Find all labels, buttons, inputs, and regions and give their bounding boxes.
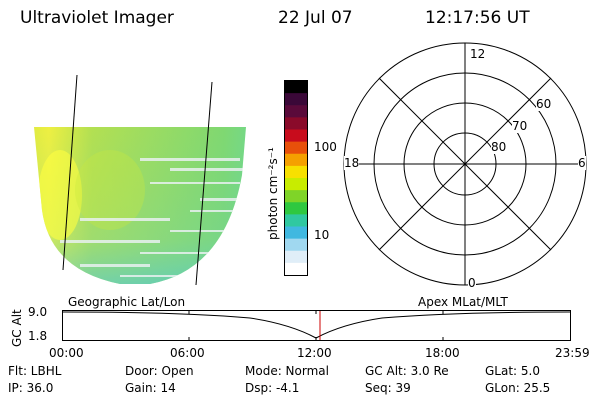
info-seq: Seq: 39 (365, 381, 411, 395)
info-filter: Flt: LBHL (8, 364, 62, 378)
colorbar-cell (285, 129, 307, 143)
colorbar-unit-label: photon cm⁻²s⁻¹ (266, 147, 280, 240)
info-ip: IP: 36.0 (8, 381, 54, 395)
colorbar-cell (285, 202, 307, 215)
colorbar-cell (285, 178, 307, 191)
info-gain: Gain: 14 (125, 381, 176, 395)
info-mode: Mode: Normal (245, 364, 329, 378)
mlat-label-80: 80 (491, 140, 507, 154)
geographic-image (34, 74, 246, 286)
info-glat: GLat: 5.0 (485, 364, 540, 378)
colorbar-cell (285, 262, 307, 276)
colorbar-tick-10: 10 (314, 228, 330, 242)
colorbar-cell (285, 226, 307, 240)
altplot-xtick-2359: 23:59 (555, 346, 590, 360)
altplot-ytick-top: 9.0 (28, 305, 48, 319)
info-dsp: Dsp: -4.1 (245, 381, 300, 395)
altplot-xtick-0600: 06:00 (170, 346, 205, 360)
geographic-caption: Geographic Lat/Lon (68, 295, 186, 309)
date-label: 22 Jul 07 (278, 8, 353, 28)
colorbar-cell (285, 141, 307, 155)
time-label: 12:17:56 UT (425, 8, 530, 28)
altplot-ytick-bottom: 1.8 (28, 329, 48, 343)
mlt-label-12: 12 (470, 47, 486, 61)
info-glon: GLon: 25.5 (485, 381, 551, 395)
polar-plot (343, 42, 587, 286)
mlt-label-0: 0 (468, 276, 476, 290)
altitude-plot (62, 310, 571, 341)
colorbar (284, 80, 308, 276)
altplot-xtick-0000: 00:00 (49, 346, 84, 360)
mlt-label-18: 18 (344, 156, 360, 170)
colorbar-cell (285, 250, 307, 264)
mlat-label-70: 70 (512, 119, 528, 133)
altplot-xtick-1200: 12:00 (297, 346, 332, 360)
colorbar-cell (285, 153, 307, 167)
colorbar-cell (285, 214, 307, 228)
colorbar-cell (285, 117, 307, 131)
colorbar-cell (285, 81, 307, 94)
apex-caption: Apex MLat/MLT (418, 295, 508, 309)
colorbar-tick-100: 100 (314, 140, 337, 154)
altplot-xtick-1800: 18:00 (425, 346, 460, 360)
colorbar-cell (285, 105, 307, 118)
instrument-title: Ultraviolet Imager (20, 8, 174, 28)
info-door: Door: Open (125, 364, 194, 378)
mlt-label-6: 6 (578, 156, 586, 170)
colorbar-cell (285, 165, 307, 179)
colorbar-cell (285, 93, 307, 106)
info-gc-alt: GC Alt: 3.0 Re (365, 364, 449, 378)
colorbar-cell (285, 238, 307, 252)
colorbar-cell (285, 190, 307, 203)
altplot-ylabel: GC Alt (10, 309, 24, 347)
mlat-label-60: 60 (536, 97, 552, 111)
